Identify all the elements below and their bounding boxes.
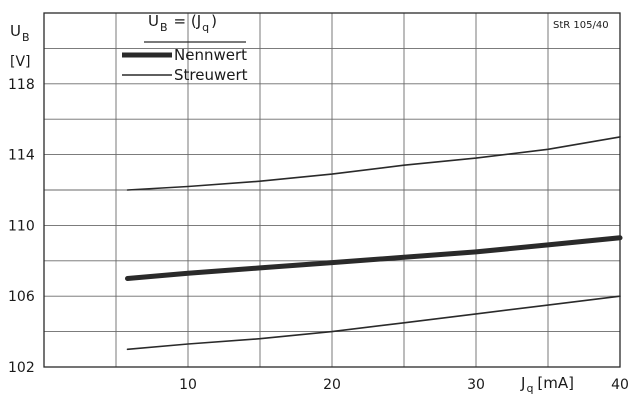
formula-sub: B xyxy=(160,21,168,34)
legend-label: Nennwert xyxy=(174,46,247,64)
y-axis-label-sub: B xyxy=(22,31,30,44)
y-tick-label: 102 xyxy=(8,360,35,376)
x-tick-label: 20 xyxy=(323,377,341,393)
x-axis-label: Jq [mA] xyxy=(520,374,574,395)
plot-frame xyxy=(43,12,621,368)
y-tick-label: 118 xyxy=(8,77,35,93)
y-axis-unit: [V] xyxy=(10,54,31,70)
series-layer xyxy=(125,136,623,351)
x-axis-label-main: J xyxy=(520,374,525,392)
y-tick-label: 110 xyxy=(8,218,35,234)
formula-close: ) xyxy=(211,12,217,30)
x-tick-label: 10 xyxy=(179,377,197,393)
series-line-streuwert xyxy=(126,136,621,191)
legend-label: Streuwert xyxy=(174,66,248,84)
tick-labels: 10 20 30 40 102 106 110 114 118 xyxy=(8,77,629,393)
plot-border xyxy=(43,12,621,368)
code-label: StR 105/40 xyxy=(553,20,609,31)
y-tick-label: 106 xyxy=(8,289,35,305)
x-tick-label: 40 xyxy=(611,377,629,393)
x-tick-label: 30 xyxy=(467,377,485,393)
formula-eq: = (J xyxy=(174,12,202,30)
x-axis-label-sub: q xyxy=(526,382,533,395)
x-axis-label-unit: [mA] xyxy=(537,374,574,392)
formula-main: U xyxy=(148,12,159,30)
y-axis-label-main: U xyxy=(10,22,21,40)
y-tick-label: 114 xyxy=(8,148,35,164)
formula-sub2: q xyxy=(202,21,209,34)
series-line-nennwert xyxy=(125,235,623,281)
formula-label: UB = (Jq) xyxy=(148,12,217,34)
series-line-lower-2 xyxy=(126,295,621,351)
y-axis-label: UB xyxy=(10,22,30,44)
legend: Nennwert Streuwert xyxy=(122,46,248,84)
